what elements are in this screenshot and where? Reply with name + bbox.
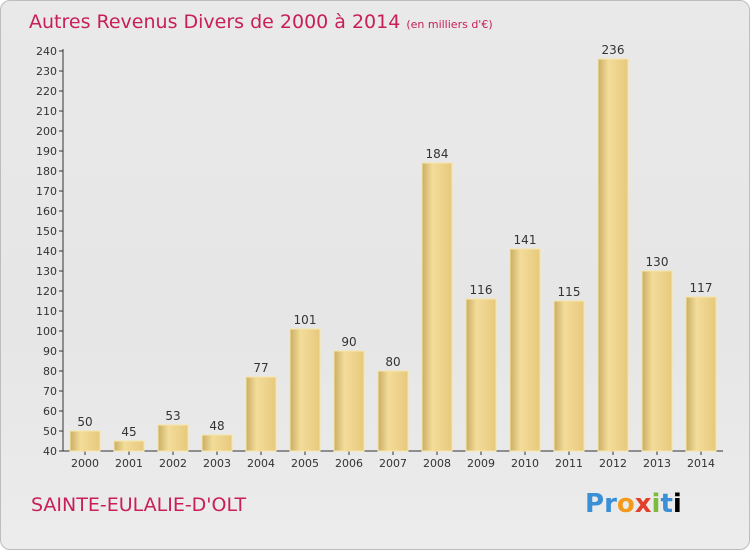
- bar: [509, 248, 541, 452]
- y-tick-label: 240: [36, 45, 57, 58]
- labels-group: 50 45 53 48 77 101 90 80 184 116 141 115 236 130 117: [77, 43, 712, 439]
- data-label: 130: [646, 255, 669, 269]
- y-tick-label: 80: [43, 365, 57, 378]
- brand-letter: x: [634, 489, 652, 519]
- y-tick-label: 150: [36, 225, 57, 238]
- y-tick-label: 200: [36, 125, 57, 138]
- y-tick-label: 230: [36, 65, 57, 78]
- y-tick-label: 90: [43, 345, 57, 358]
- data-label: 117: [690, 281, 713, 295]
- data-label: 141: [514, 233, 537, 247]
- y-tick-label: 170: [36, 185, 57, 198]
- data-label: 77: [253, 361, 268, 375]
- x-tick-label: 2013: [643, 457, 671, 470]
- y-tick-label: 210: [36, 105, 57, 118]
- y-tick-label: 40: [43, 445, 57, 458]
- x-tick-label: 2008: [423, 457, 451, 470]
- bar: [69, 430, 101, 452]
- bar: [685, 296, 717, 452]
- data-label: 184: [426, 147, 449, 161]
- brand-letter: P: [585, 489, 605, 519]
- x-tick-label: 2009: [467, 457, 495, 470]
- brand-letter: i: [651, 489, 661, 519]
- location-name: SAINTE-EULALIE-D'OLT: [31, 494, 247, 516]
- x-tick-label: 2014: [687, 457, 715, 470]
- brand-letter: i: [672, 489, 682, 519]
- y-tick-label: 130: [36, 265, 57, 278]
- x-tick-label: 2012: [599, 457, 627, 470]
- y-tick-label: 70: [43, 385, 57, 398]
- y-tick-label: 110: [36, 305, 57, 318]
- chart-title-text: Autres Revenus Divers de 2000 à 2014: [29, 11, 401, 33]
- y-tick-label: 100: [36, 325, 57, 338]
- bar: [157, 424, 189, 452]
- bar: [465, 298, 497, 452]
- bar: [333, 350, 365, 452]
- x-tick-label: 2002: [159, 457, 187, 470]
- chart-title: Autres Revenus Divers de 2000 à 2014 (en …: [29, 11, 493, 33]
- x-tick-label: 2007: [379, 457, 407, 470]
- y-tick-label: 120: [36, 285, 57, 298]
- brand-letter: o: [616, 489, 635, 519]
- bar: [597, 58, 629, 452]
- bar: [421, 162, 453, 452]
- x-tick-label: 2011: [555, 457, 583, 470]
- bar: [641, 270, 673, 452]
- brand-letter: r: [604, 489, 617, 519]
- y-tick-label: 180: [36, 165, 57, 178]
- x-tick-label: 2000: [71, 457, 99, 470]
- data-label: 116: [470, 283, 493, 297]
- bar: [289, 328, 321, 452]
- data-label: 115: [558, 285, 581, 299]
- data-label: 90: [341, 335, 356, 349]
- x-tick-label: 2010: [511, 457, 539, 470]
- bar: [201, 434, 233, 452]
- x-tick-label: 2005: [291, 457, 319, 470]
- data-label: 80: [385, 355, 400, 369]
- chart-subtitle: (en milliers d'€): [406, 18, 493, 31]
- brand-letter: t: [660, 489, 673, 519]
- y-tick-label: 140: [36, 245, 57, 258]
- x-tick-label: 2004: [247, 457, 275, 470]
- data-label: 50: [77, 415, 92, 429]
- y-tick-label: 50: [43, 425, 57, 438]
- bars-group: [69, 58, 717, 452]
- y-tick-label: 220: [36, 85, 57, 98]
- y-tick-label: 190: [36, 145, 57, 158]
- data-label: 45: [121, 425, 136, 439]
- bar: [377, 370, 409, 452]
- data-label: 236: [602, 43, 625, 57]
- brand-logo: Proxiti: [585, 489, 682, 519]
- bar-chart: 40 50 60 70 80 90 100 110 120 130 140 150 160 170 180 1…: [36, 43, 723, 470]
- x-tick-label: 2001: [115, 457, 143, 470]
- x-tick-label: 2003: [203, 457, 231, 470]
- x-tick-label: 2006: [335, 457, 363, 470]
- data-label: 101: [294, 313, 317, 327]
- bar: [245, 376, 277, 452]
- data-label: 53: [165, 409, 180, 423]
- y-tick-label: 160: [36, 205, 57, 218]
- data-label: 48: [209, 419, 224, 433]
- y-tick-label: 60: [43, 405, 57, 418]
- bar: [553, 300, 585, 452]
- bar: [113, 440, 145, 452]
